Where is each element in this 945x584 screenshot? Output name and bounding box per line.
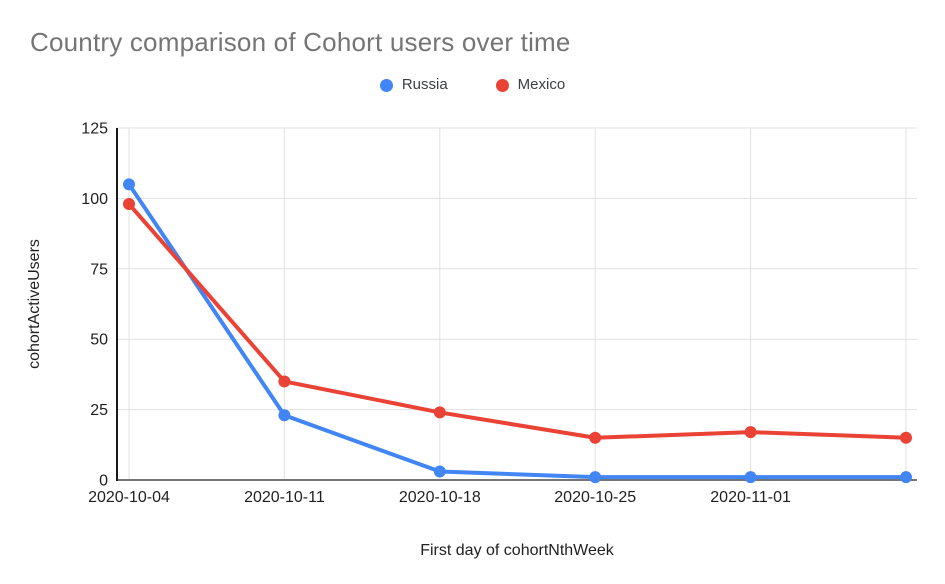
legend-item-mexico: Mexico [495, 76, 566, 94]
data-point-russia[interactable] [589, 471, 602, 484]
y-tick-label: 100 [81, 191, 108, 208]
legend-label: Russia [401, 76, 448, 93]
y-tick-label: 25 [90, 402, 108, 419]
data-point-mexico[interactable] [278, 375, 291, 388]
x-tick-label: 2020-10-25 [554, 489, 636, 506]
x-tick-label: 2020-11-01 [710, 489, 791, 506]
data-point-russia[interactable] [744, 471, 757, 484]
data-point-russia[interactable] [900, 471, 912, 484]
y-tick-label: 0 [99, 473, 108, 490]
x-axis-title: First day of cohortNthWeek [420, 542, 615, 559]
data-point-mexico[interactable] [589, 431, 602, 444]
y-tick-label: 75 [90, 261, 108, 278]
legend-item-russia: Russia [379, 76, 448, 94]
legend: Russia Mexico [0, 76, 945, 94]
data-point-mexico[interactable] [744, 426, 757, 439]
y-tick-label: 125 [81, 121, 108, 138]
y-axis-title: cohortActiveUsers [26, 239, 43, 369]
legend-dot-mexico [495, 78, 509, 92]
x-tick-label: 2020-10-18 [399, 489, 481, 506]
data-point-mexico[interactable] [433, 406, 446, 419]
series-line-russia [127, 182, 908, 480]
legend-dot-russia [379, 78, 393, 92]
data-point-mexico[interactable] [900, 431, 912, 444]
series-line-mexico [127, 202, 908, 440]
data-point-russia[interactable] [123, 178, 135, 191]
data-point-russia[interactable] [278, 409, 291, 422]
data-point-russia[interactable] [433, 465, 446, 478]
legend-label: Mexico [517, 76, 566, 93]
chart-title: Country comparison of Cohort users over … [30, 27, 571, 57]
y-tick-label: 50 [90, 332, 108, 349]
data-point-mexico[interactable] [123, 198, 135, 211]
x-tick-label: 2020-10-04 [88, 489, 170, 506]
x-tick-label: 2020-10-11 [244, 489, 325, 506]
